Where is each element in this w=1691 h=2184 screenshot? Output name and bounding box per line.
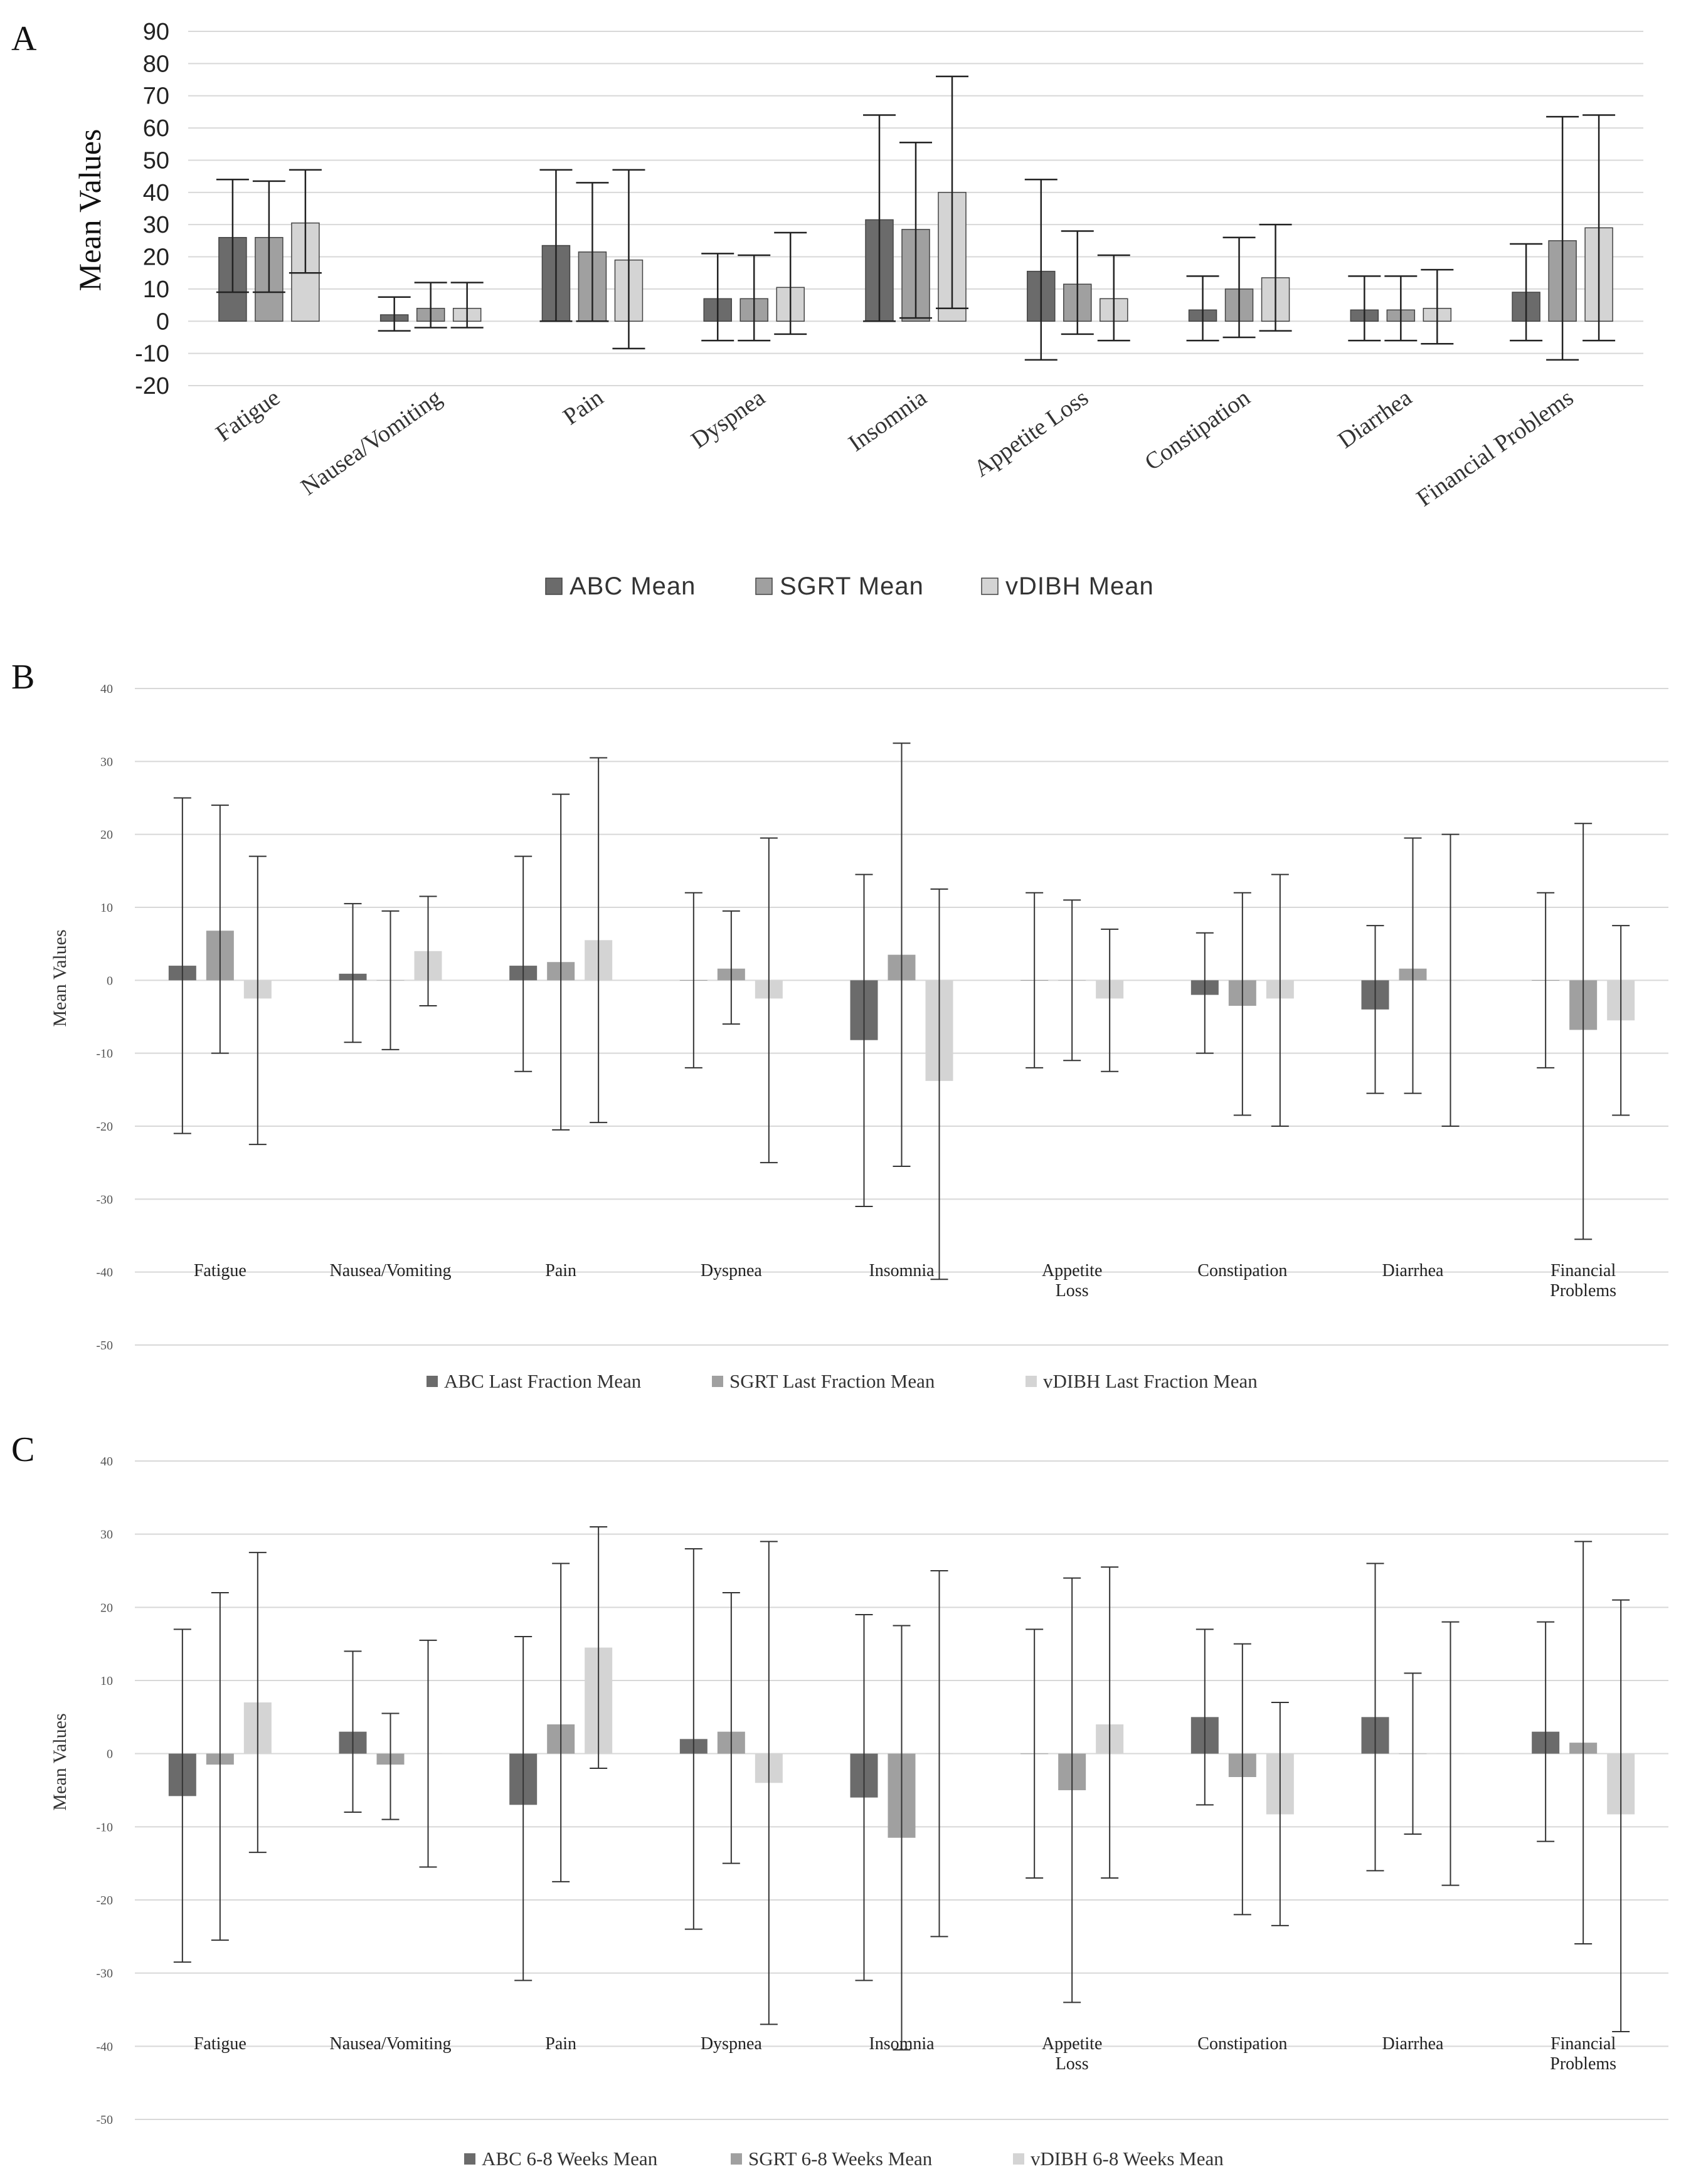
panel-c-ytick-label: -10 bbox=[96, 1820, 113, 1834]
panel-b-legend-swatch bbox=[712, 1376, 723, 1387]
panel-c-legend-swatch bbox=[1013, 2153, 1024, 2165]
panel-c-label: C bbox=[11, 1430, 34, 1469]
panel-c-legend-label: ABC 6-8 Weeks Mean bbox=[482, 2148, 658, 2170]
panel-b-ytick-label: 30 bbox=[100, 755, 113, 769]
panel-c-category-label: Pain bbox=[545, 2034, 576, 2054]
panel-b-ytick-label: 10 bbox=[100, 901, 113, 915]
panel-b-ytick-label: -20 bbox=[96, 1120, 113, 1134]
panel-b-category-label: Financial Problems bbox=[1550, 1261, 1616, 1300]
panel-a-ytick-label: 90 bbox=[143, 19, 169, 45]
panel-c-legend-swatch bbox=[731, 2153, 742, 2165]
panel-b-category-label: Appetite Loss bbox=[1042, 1261, 1102, 1300]
panel-b-legend-swatch bbox=[1026, 1376, 1037, 1387]
panel-a-ytick-label: 70 bbox=[143, 83, 169, 110]
panel-a-category-label: Dyspnea bbox=[686, 384, 770, 454]
panel-a-legend-label: ABC Mean bbox=[570, 572, 696, 600]
panel-a-ytick-label: -10 bbox=[135, 341, 169, 367]
panel-a-category-label: Constipation bbox=[1140, 384, 1255, 476]
chart-b: 40 30 20 10 0 -10 -20 -30 -40 -50 Mean Values Fatig… bbox=[50, 682, 1668, 1392]
panel-c-legend-label: vDIBH 6-8 Weeks Mean bbox=[1031, 2148, 1224, 2170]
panel-c-ytick-label: 0 bbox=[107, 1748, 113, 1761]
panel-a-ytick-label: 0 bbox=[156, 309, 169, 335]
panel-a-legend-swatch bbox=[755, 578, 773, 595]
panel-c-category-label: Insomnia bbox=[869, 2034, 935, 2054]
panel-a-category-label: Diarrhea bbox=[1333, 384, 1417, 454]
panel-c-ytick-label: -40 bbox=[96, 2040, 113, 2054]
panel-b-ytick-label: -30 bbox=[96, 1193, 113, 1206]
panel-b-ytick-label: -10 bbox=[96, 1047, 113, 1061]
panel-b-label: B bbox=[11, 658, 34, 697]
panel-c-ytick-label: 10 bbox=[100, 1674, 113, 1688]
panel-c-category-label: Dyspnea bbox=[701, 2034, 763, 2054]
panel-c-category-label: Appetite Loss bbox=[1042, 2034, 1102, 2074]
panel-a-legend-swatch bbox=[545, 578, 563, 595]
panel-b-category-label: Diarrhea bbox=[1382, 1261, 1445, 1280]
panel-c-category-label: Diarrhea bbox=[1382, 2034, 1445, 2054]
panel-a-category-label: Financial Problems bbox=[1412, 384, 1578, 512]
panel-c-ytick-label: -30 bbox=[96, 1967, 113, 1981]
chart-a: 90 80 70 60 50 40 30 20 10 0 -10 -20 Mean Values Fati… bbox=[72, 19, 1643, 600]
panel-a-category-label: Pain bbox=[558, 384, 608, 430]
panel-b-category-label: Dyspnea bbox=[701, 1261, 763, 1280]
panel-b-category-label: Fatigue bbox=[194, 1261, 246, 1280]
panel-c-legend-swatch bbox=[464, 2153, 475, 2165]
panel-c-category-label: Constipation bbox=[1197, 2034, 1287, 2054]
panel-b-ytick-label: 20 bbox=[100, 828, 113, 842]
panel-a-ytick-label: 50 bbox=[143, 147, 169, 174]
panel-c-ytick-label: -50 bbox=[96, 2113, 113, 2127]
panel-a-ytick-label: 60 bbox=[143, 115, 169, 142]
panel-c-category-label: Fatigue bbox=[194, 2034, 246, 2054]
panel-b-legend-label: ABC Last Fraction Mean bbox=[444, 1370, 642, 1392]
panel-a-label: A bbox=[11, 19, 37, 58]
panel-c-legend-label: SGRT 6-8 Weeks Mean bbox=[748, 2148, 933, 2170]
panel-a-ytick-label: -20 bbox=[135, 373, 169, 399]
panel-a-category-label: Fatigue bbox=[211, 384, 285, 447]
panel-a-ytick-label: 20 bbox=[143, 245, 169, 271]
panel-a-ytick-label: 10 bbox=[143, 277, 169, 303]
panel-a-legend-swatch bbox=[981, 578, 999, 595]
panel-a-y-axis-label: Mean Values bbox=[72, 129, 107, 292]
panel-c-ytick-label: 30 bbox=[100, 1528, 113, 1542]
panel-b-legend-label: SGRT Last Fraction Mean bbox=[729, 1370, 935, 1392]
panel-b-y-axis-label: Mean Values bbox=[50, 929, 70, 1026]
panel-b-ytick-label: 0 bbox=[107, 974, 113, 988]
panel-a-category-label: Appetite Loss bbox=[969, 384, 1093, 482]
panel-c-category-label: Financial Problems bbox=[1550, 2034, 1616, 2074]
panel-b-legend-label: vDIBH Last Fraction Mean bbox=[1043, 1370, 1258, 1392]
panel-b-category-label: Pain bbox=[545, 1261, 576, 1280]
panel-a-ytick-label: 80 bbox=[143, 51, 169, 77]
panel-b-category-label: Insomnia bbox=[869, 1261, 935, 1280]
chart-c: 40 30 20 10 0 -10 -20 -30 -40 -50 Mean Values Fatig… bbox=[50, 1455, 1668, 2170]
panel-a-category-label: Nausea/Vomiting bbox=[296, 384, 447, 500]
panel-a-category-label: Insomnia bbox=[844, 384, 931, 457]
panel-b-category-label: Constipation bbox=[1197, 1261, 1287, 1280]
panel-c-ytick-label: -20 bbox=[96, 1894, 113, 1907]
panel-b-ytick-label: -50 bbox=[96, 1339, 113, 1353]
panel-b-ytick-label: -40 bbox=[96, 1266, 113, 1280]
panel-c-y-axis-label: Mean Values bbox=[50, 1713, 70, 1810]
panel-b-category-label: Nausea/Vomiting bbox=[330, 1261, 452, 1280]
panel-c-ytick-label: 40 bbox=[100, 1455, 113, 1469]
panel-a-legend-label: vDIBH Mean bbox=[1005, 572, 1154, 600]
panel-a-ytick-label: 40 bbox=[143, 180, 169, 206]
panel-a-ytick-label: 30 bbox=[143, 212, 169, 238]
panel-c-ytick-label: 20 bbox=[100, 1601, 113, 1615]
panel-c-category-label: Nausea/Vomiting bbox=[330, 2034, 452, 2054]
panel-a-legend-label: SGRT Mean bbox=[780, 572, 924, 600]
panel-b-legend-swatch bbox=[427, 1376, 438, 1387]
panel-b-ytick-label: 40 bbox=[100, 682, 113, 696]
